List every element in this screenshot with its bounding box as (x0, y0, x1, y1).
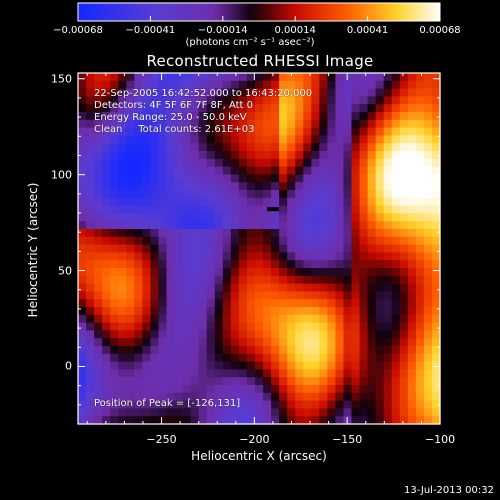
y-tick-label: 100 (51, 168, 72, 182)
y-tick-label: 0 (65, 359, 72, 373)
x-axis-label: Heliocentric X (arcsec) (191, 449, 327, 463)
x-tick-label: −150 (332, 433, 363, 446)
colorbar-tick-label: −0.00014 (197, 25, 248, 36)
x-tick-label: −200 (239, 433, 270, 446)
colorbar-unit-label: (photons cm⁻² s⁻¹ asec⁻²) (185, 37, 315, 48)
annotation-clean-counts: Clean Total counts: 2.61E+03 (94, 124, 255, 135)
y-axis-label: Heliocentric Y (arcsec) (26, 182, 40, 318)
colorbar-tick-label: 0.00068 (419, 25, 461, 36)
x-tick-label: −250 (146, 433, 177, 446)
annotation-peak-position: Position of Peak = [-126,131] (94, 398, 241, 409)
y-tick-label: 150 (51, 72, 72, 86)
heatmap-cells (78, 73, 441, 425)
colorbar-tick-label: 0.00014 (274, 25, 316, 36)
footer-timestamp: 13-Jul-2013 00:32 (403, 485, 494, 496)
y-tick-label: 50 (58, 264, 72, 278)
annotation-time-range: 22-Sep-2005 16:42:52.000 to 16:43:20.000 (94, 88, 313, 99)
annotation-energy-range: Energy Range: 25.0 - 50.0 keV (94, 112, 247, 123)
plot-frame (77, 72, 441, 425)
colorbar (77, 2, 441, 22)
peak-marker (266, 207, 279, 212)
chart-title: Reconstructed RHESSI Image (146, 52, 374, 70)
x-tick-label: −100 (424, 433, 456, 446)
colorbar-tick-label: −0.00068 (53, 25, 103, 36)
colorbar-tick-label: −0.00041 (125, 25, 176, 36)
colorbar-tick-label: 0.00041 (346, 25, 389, 36)
colorbar-gradient (77, 2, 441, 22)
annotation-detectors: Detectors: 4F 5F 6F 7F 8F, Att 0 (94, 100, 254, 111)
